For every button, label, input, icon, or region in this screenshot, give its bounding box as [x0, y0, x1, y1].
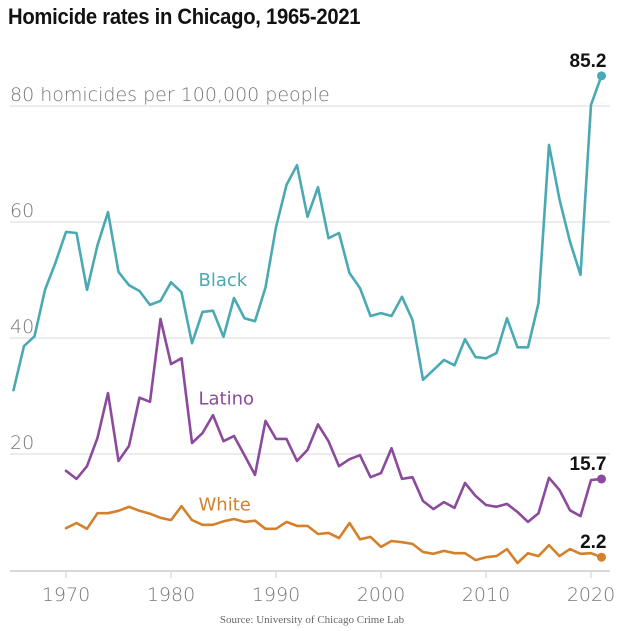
series-line-latino: [64, 317, 603, 524]
end-value-label-black: 85.2: [570, 51, 607, 72]
source-note: Source: University of Chicago Crime Lab: [219, 614, 405, 626]
y-tick-label-80: 80 homicides per 100,000 people: [10, 84, 330, 106]
x-tick-label-2010: 2010: [462, 584, 510, 606]
x-tick-label-1990: 1990: [252, 584, 300, 606]
x-axis: 1970 1980 1990 2000 2010 2020: [10, 570, 615, 606]
chart-title: Homicide rates in Chicago, 1965-2021: [8, 4, 361, 29]
x-tick-label-1970: 1970: [42, 584, 90, 606]
gridlines: [10, 105, 610, 455]
end-value-label-white: 2.2: [580, 532, 606, 553]
y-tick-label-40: 40: [10, 316, 34, 338]
endpoint-dot-black: [597, 71, 606, 81]
series-labels: 85.2 Black 15.7 Latino 2.2 White: [199, 51, 607, 553]
series-label-black: Black: [199, 270, 248, 291]
x-tick-label-2020: 2020: [567, 584, 615, 606]
x-tick-label-1980: 1980: [147, 584, 195, 606]
series-line-black: [12, 74, 603, 392]
endpoint-dot-latino: [597, 474, 606, 484]
series-label-white: White: [199, 494, 251, 515]
endpoint-dot-white: [597, 552, 606, 562]
end-value-label-latino: 15.7: [570, 454, 607, 475]
y-axis-labels: 80 homicides per 100,000 people 60 40 20: [10, 84, 330, 454]
series-lines: [12, 71, 606, 565]
y-tick-label-60: 60: [10, 200, 34, 222]
series-label-latino: Latino: [199, 389, 255, 410]
x-tick-label-2000: 2000: [357, 584, 405, 606]
series-line-white: [64, 504, 603, 565]
y-tick-label-20: 20: [10, 432, 34, 454]
